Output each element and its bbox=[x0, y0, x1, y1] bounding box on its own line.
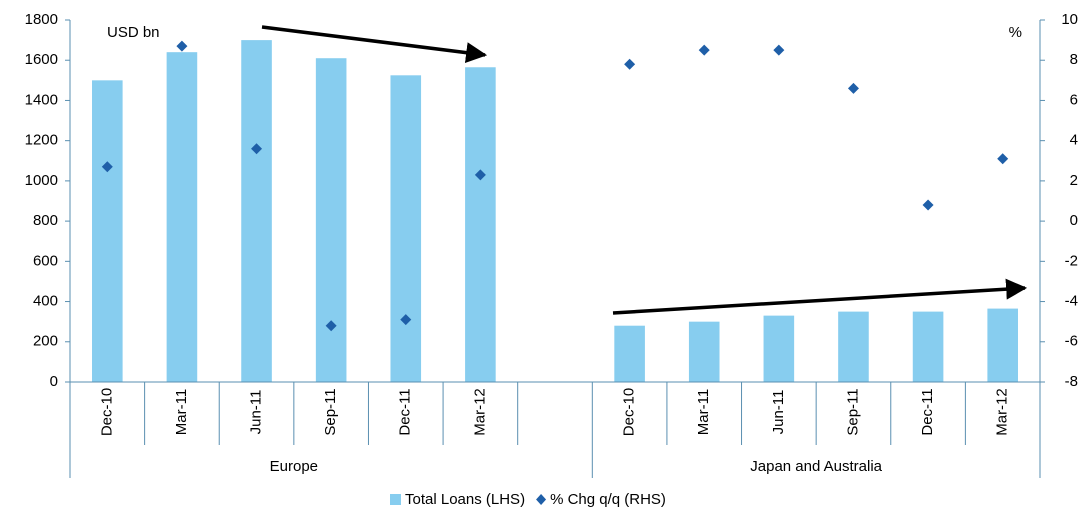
y-tick-label: 400 bbox=[33, 293, 58, 310]
x-tick-label: Jun-11 bbox=[770, 390, 787, 435]
marker bbox=[997, 153, 1009, 165]
x-tick-label: Mar-11 bbox=[695, 389, 712, 435]
marker bbox=[251, 143, 263, 155]
x-tick-label: Dec-11 bbox=[397, 388, 414, 435]
y2-tick-label: -6 bbox=[1065, 333, 1078, 350]
group-label: Japan and Australia bbox=[750, 458, 882, 475]
y2-tick-label: -4 bbox=[1065, 293, 1078, 310]
marker bbox=[101, 161, 113, 173]
left-axis-label: USD bn bbox=[107, 24, 160, 41]
x-tick-label: Mar-11 bbox=[173, 389, 190, 435]
y2-tick-label: 6 bbox=[1070, 91, 1078, 108]
x-tick-label: Dec-11 bbox=[919, 388, 936, 435]
x-tick-label: Dec-10 bbox=[621, 388, 638, 436]
x-tick-label: Sep-11 bbox=[322, 388, 339, 435]
trend-arrow bbox=[261, 25, 488, 64]
x-tick-label: Dec-10 bbox=[98, 388, 115, 436]
marker bbox=[773, 44, 785, 56]
x-tick-label: Mar-12 bbox=[994, 388, 1011, 436]
y-tick-label: 1400 bbox=[25, 91, 58, 108]
bar bbox=[763, 315, 795, 382]
y-tick-label: 1800 bbox=[25, 11, 58, 28]
y-tick-label: 200 bbox=[33, 333, 58, 350]
y2-tick-label: -2 bbox=[1065, 252, 1078, 269]
y2-tick-label: 2 bbox=[1070, 172, 1078, 189]
x-tick-label: Sep-11 bbox=[844, 388, 861, 435]
x-tick-label: Jun-11 bbox=[248, 390, 265, 435]
legend-label: % Chg q/q (RHS) bbox=[550, 491, 666, 508]
y2-tick-label: -8 bbox=[1065, 373, 1078, 390]
marker bbox=[698, 44, 710, 56]
right-axis-label: % bbox=[1009, 24, 1022, 41]
y2-tick-label: 4 bbox=[1070, 132, 1078, 149]
marker bbox=[624, 58, 636, 70]
trend-arrow bbox=[612, 278, 1028, 315]
y-tick-label: 600 bbox=[33, 252, 58, 269]
y-tick-label: 800 bbox=[33, 212, 58, 229]
y-tick-label: 0 bbox=[50, 373, 58, 390]
bar bbox=[912, 311, 944, 382]
bar bbox=[688, 321, 720, 382]
legend-label: Total Loans (LHS) bbox=[405, 491, 525, 508]
marker bbox=[400, 314, 412, 326]
y-tick-label: 1600 bbox=[25, 51, 58, 68]
bar bbox=[838, 311, 869, 382]
x-tick-label: Mar-12 bbox=[471, 388, 488, 436]
marker bbox=[176, 40, 188, 52]
marker bbox=[474, 169, 486, 181]
bar bbox=[315, 58, 347, 382]
bar bbox=[390, 75, 422, 383]
bar bbox=[987, 308, 1018, 382]
y-tick-label: 1000 bbox=[25, 172, 58, 189]
y2-tick-label: 0 bbox=[1070, 212, 1078, 229]
bar bbox=[92, 80, 123, 382]
marker bbox=[325, 320, 337, 332]
legend-swatch bbox=[536, 494, 547, 505]
y2-tick-label: 10 bbox=[1061, 11, 1078, 28]
legend-swatch bbox=[390, 494, 401, 505]
marker bbox=[847, 82, 859, 94]
marker bbox=[922, 199, 934, 211]
bar bbox=[614, 325, 645, 382]
y2-tick-label: 8 bbox=[1070, 51, 1078, 68]
bar bbox=[241, 40, 272, 382]
bar bbox=[166, 52, 198, 383]
group-label: Europe bbox=[270, 458, 318, 475]
y-tick-label: 1200 bbox=[25, 132, 58, 149]
bar bbox=[465, 67, 496, 382]
